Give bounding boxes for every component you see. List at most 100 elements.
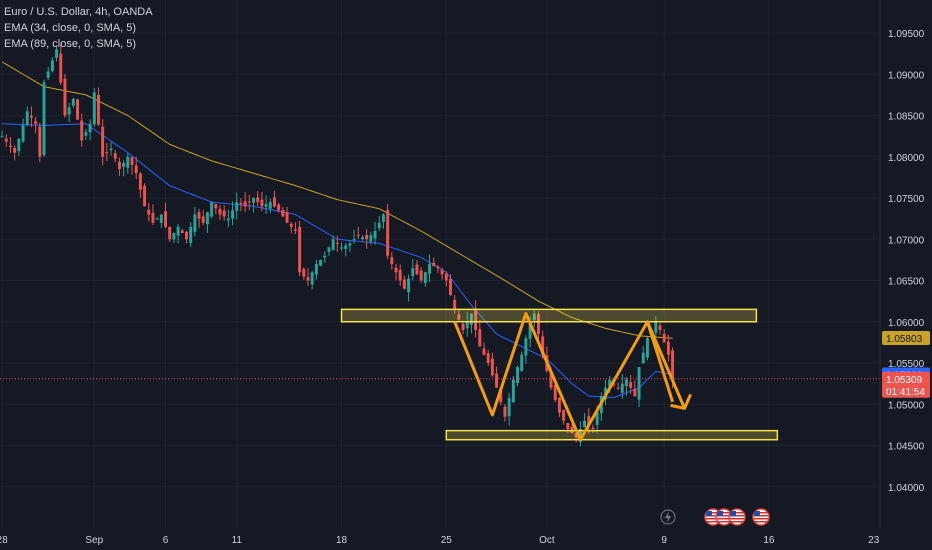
candle-body [352,239,356,241]
candle-body [38,126,42,157]
us-flag-canton [706,511,712,516]
candle-body [671,350,675,380]
candle-body [419,270,423,281]
candle-body [71,99,75,106]
us-flag-stripe [754,518,768,520]
candle-body [76,99,79,120]
candle-body [390,257,394,264]
us-flag-canton [754,511,760,516]
us-flag-stripe [754,515,768,517]
candle-body [457,314,461,320]
candle-body [662,334,666,343]
candle-body [612,383,616,385]
candle-body [549,371,553,388]
candle-body [629,382,633,388]
candle-body [92,92,96,125]
candle-body [4,138,8,142]
candle-body [511,379,515,403]
down-arrow-head [670,393,692,410]
event-icons[interactable] [660,508,770,526]
candle-body [524,338,528,356]
candle-body [566,422,570,429]
us-flag-stripe [754,521,768,523]
candle-body [469,313,473,326]
legend-ema-89[interactable]: EMA (89, close, 0, SMA, 5) [4,38,137,50]
candle-body [159,214,163,223]
candle-body [105,152,109,154]
candle-body [231,210,235,219]
candle-body [557,397,561,413]
us-flag-stripe [717,521,731,523]
price-tick-label: 1.08500 [888,112,925,123]
candle-body [113,153,117,159]
us-flag-stripe [717,512,731,514]
candle-body [122,162,126,167]
us-flag-stripe [717,518,731,520]
candle-body [147,209,151,215]
candle-body [138,173,142,190]
candle-body [50,60,54,72]
candle-body [428,264,431,274]
candle-body [210,202,214,217]
price-tick-label: 1.09500 [888,29,925,40]
candle-body [226,218,230,221]
price-tick-label: 1.04500 [888,442,925,453]
us-flag-stripe [730,515,744,517]
candle-body [641,352,645,364]
candle-body [97,95,100,125]
candle-body [42,82,46,156]
candle-body [302,268,306,277]
time-tick-label: 28 [0,535,8,546]
candle-body [461,323,465,330]
flash-icon[interactable] [660,509,676,525]
candle-body [218,208,222,215]
candle-body [55,49,59,58]
candle-body [344,245,348,250]
candle-body [29,115,33,118]
candle-body [583,420,587,428]
candle-body [495,373,499,388]
candle-body [59,53,63,83]
candle-body [381,214,385,222]
candle-body [88,123,92,133]
candle-body [335,242,339,244]
candle-body [310,272,314,285]
candle-body [520,354,524,371]
candle-body [252,198,255,203]
candle-body [377,222,381,229]
candle-body [474,308,478,330]
candle-body [109,148,113,151]
candle-body [17,138,21,152]
candle-body [9,145,12,148]
candle-body [616,387,620,389]
candle-body [13,148,17,153]
zones [340,308,779,441]
candle-body [176,226,180,236]
candle-body [541,336,545,355]
us-flag-icon[interactable] [728,508,746,526]
candle-body [285,212,289,223]
time-tick-label: 9 [661,535,667,546]
candle-body [503,406,507,417]
candle-body [578,429,582,443]
candle-body [256,197,260,203]
us-flag-stripe [717,515,731,517]
us-flag-stripe [730,521,744,523]
price-tick-label: 1.07000 [888,235,925,246]
candle-body [486,353,490,363]
time-tick-label: Oct [539,535,555,546]
candle-body [465,321,469,329]
candle-body [637,367,641,400]
us-flag-icon[interactable] [752,508,770,526]
candle-body [205,212,209,225]
price-tick-label: 1.04000 [888,483,925,494]
legend-symbol[interactable]: Euro / U.S. Dollar, 4h, OANDA [4,6,153,18]
ema-89-price-tag-bg [882,331,930,346]
support-zone [445,429,779,441]
candle-body [658,325,662,330]
legend-ema-34[interactable]: EMA (34, close, 0, SMA, 5) [4,22,137,34]
candle-body [0,136,4,138]
down-arrow-shaft [646,321,686,409]
